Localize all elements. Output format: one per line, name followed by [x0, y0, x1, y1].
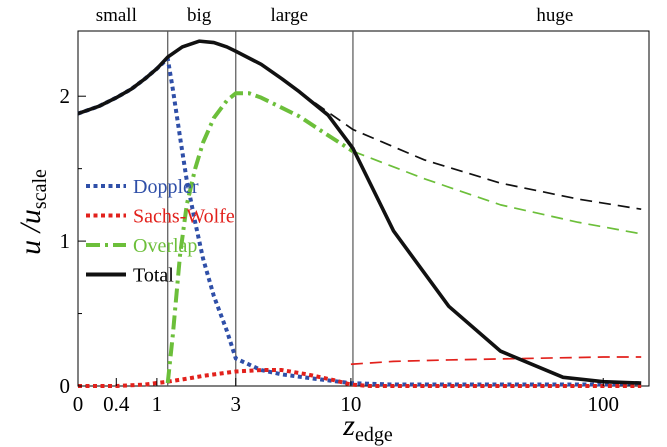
legend: Doppler Sachs-Wolfe Overlap Total [86, 176, 235, 287]
x-tick-label: 3 [231, 392, 242, 416]
y-tick-label: 1 [60, 229, 71, 253]
region-boundaries [167, 31, 354, 386]
x-axis-label: zedge [342, 409, 393, 446]
x-tick-label: 0.4 [103, 392, 130, 416]
legend-label-overlap: Overlap [133, 235, 197, 257]
x-tick-label: 10 [340, 392, 361, 416]
series-line-overlap-continuation [352, 150, 642, 235]
y-axis-label-main: u /u [14, 209, 47, 255]
region-label-big: big [187, 5, 212, 26]
series-line-sachs-wolfe-continuation [350, 356, 642, 366]
x-axis-label-sub: edge [355, 424, 393, 446]
x-tick-label: 0 [73, 392, 84, 416]
series-line-total-continuation [298, 91, 642, 211]
y-axis-label-sub: scale [29, 169, 51, 209]
legend-label-doppler: Doppler [133, 176, 199, 198]
x-tick-label: 1 [152, 392, 163, 416]
legend-label-total: Total [133, 265, 174, 287]
region-label-large: large [270, 5, 308, 26]
x-axis-label-main: z [342, 409, 355, 442]
y-tick-label: 2 [60, 84, 71, 108]
region-labels: small big large huge [96, 5, 574, 26]
y-axis-label: u /uscale [14, 169, 51, 255]
x-tick-label: 100 [587, 392, 619, 416]
region-label-huge: huge [536, 5, 573, 26]
series-line-total [77, 39, 642, 385]
region-label-small: small [96, 5, 137, 26]
x-axis: 0 0.4 1 3 10 100 [73, 378, 619, 416]
series-line-overlap [165, 91, 355, 384]
legend-label-sachs-wolfe: Sachs-Wolfe [133, 206, 235, 228]
series-line-sachs-wolfe [78, 368, 642, 388]
series-layer [77, 39, 642, 388]
y-tick-label: 0 [60, 374, 71, 398]
y-axis: 0 1 2 [60, 84, 86, 398]
